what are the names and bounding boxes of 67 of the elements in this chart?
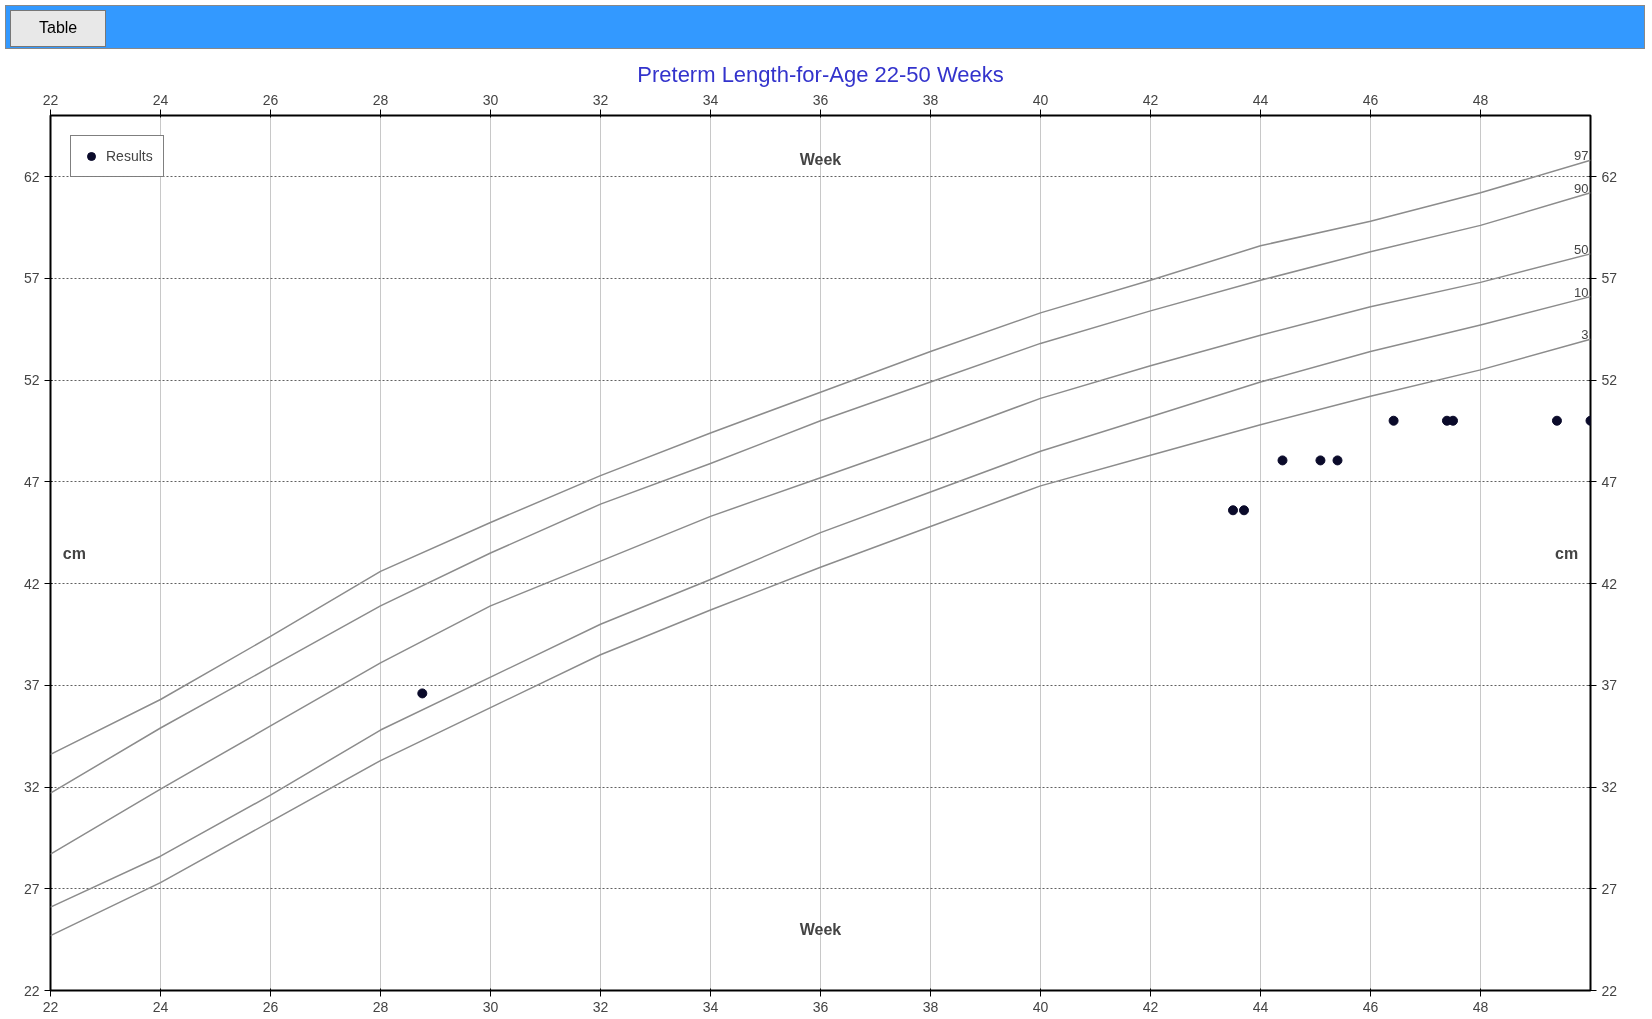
x2-tick-label: 28: [372, 91, 389, 108]
y-tick-label: 27: [23, 880, 40, 897]
y-axis-title: cm: [62, 544, 86, 562]
x-tick-label: 38: [922, 998, 939, 1015]
y2-tick-label: 62: [1601, 168, 1618, 185]
y-tick-label: 32: [23, 779, 40, 796]
y-tick-label: 47: [23, 473, 40, 490]
x-tick-label: 26: [262, 998, 279, 1015]
x-tick-label: 48: [1472, 998, 1489, 1015]
y2-tick-label: 47: [1601, 473, 1618, 490]
x-tick-label: 40: [1032, 998, 1049, 1015]
x-tick-label: 30: [482, 998, 499, 1015]
chart-title: Preterm Length-for-Age 22-50 Weeks: [637, 61, 1004, 87]
y-tick-label: 52: [23, 372, 40, 389]
y-tick-label: 42: [23, 575, 40, 592]
y-tick-label: 57: [23, 270, 40, 287]
point: [1239, 505, 1249, 516]
y2-tick-label: 22: [1601, 982, 1618, 999]
x2-tick-label: 26: [262, 91, 279, 108]
y-tick-label: 22: [23, 982, 40, 999]
x2-tick-label: 42: [1142, 91, 1159, 108]
y2-tick-label: 52: [1601, 372, 1618, 389]
y2-tick-label: 27: [1601, 880, 1618, 897]
x2-tick-label: 44: [1252, 91, 1269, 108]
y2-axis-title: cm: [1555, 544, 1579, 562]
point: [1332, 455, 1343, 466]
point: [1228, 505, 1238, 516]
x-tick-label: 24: [152, 998, 169, 1015]
point: [1551, 415, 1562, 426]
point: [1448, 415, 1458, 426]
x-tick-label: 36: [812, 998, 829, 1015]
x2-axis-title: Week: [799, 150, 842, 168]
y2-tick-label: 32: [1601, 779, 1618, 796]
series-label: 97: [1574, 148, 1589, 164]
text: Table: [10, 10, 107, 47]
x-tick-label: 46: [1362, 998, 1379, 1015]
y2-tick-label: 42: [1601, 575, 1618, 592]
series-label: 10: [1574, 284, 1589, 300]
point: [1277, 455, 1288, 466]
x2-tick-label: 32: [592, 91, 609, 108]
x2-tick-label: 30: [482, 91, 499, 108]
point: [417, 688, 428, 699]
x-tick-label: 44: [1252, 998, 1269, 1015]
x-tick-label: 34: [702, 998, 719, 1015]
point: [1388, 415, 1399, 426]
x2-tick-label: 46: [1362, 91, 1379, 108]
x-tick-label: 32: [592, 998, 609, 1015]
x2-tick-label: 36: [812, 91, 829, 108]
x-axis-title: Week: [799, 921, 842, 938]
x-tick-label: 42: [1142, 998, 1159, 1015]
x2-tick-label: 48: [1472, 91, 1489, 108]
y2-tick-label: 57: [1601, 270, 1618, 287]
x2-tick-label: 24: [152, 91, 169, 108]
x2-tick-label: 40: [1032, 91, 1049, 108]
x-tick-label: 22: [42, 998, 59, 1015]
series-label: 50: [1574, 241, 1589, 257]
y2-tick-label: 37: [1601, 677, 1618, 694]
y-tick-label: 62: [23, 168, 40, 185]
x-tick-label: 28: [372, 998, 389, 1015]
series-label: 3: [1581, 327, 1589, 343]
x2-tick-label: 22: [42, 91, 59, 108]
y-tick-label: 37: [23, 677, 40, 694]
x2-tick-label: 38: [922, 91, 939, 108]
x2-tick-label: 34: [702, 91, 719, 108]
point: [1315, 455, 1326, 466]
legend-label: Results: [106, 148, 153, 164]
series-label: 90: [1574, 180, 1589, 196]
